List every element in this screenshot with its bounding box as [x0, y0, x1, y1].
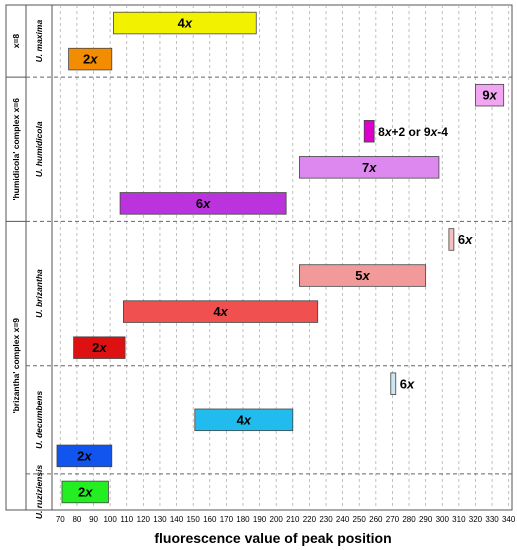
bar-uhumidicola-7x [299, 156, 440, 179]
x-tick-label: 120 [137, 515, 151, 524]
x-tick-label: 90 [89, 515, 98, 524]
x-tick-label: 80 [72, 515, 81, 524]
bar-uhumidicola-8x2or9x4 [363, 120, 375, 143]
bar-label: 4x [213, 304, 228, 319]
x-tick-label: 210 [286, 515, 300, 524]
x-tick-label: 140 [170, 515, 184, 524]
bar-label: 2x [78, 484, 93, 499]
x-tick-label: 260 [369, 515, 383, 524]
bar-label: 2x [92, 340, 107, 355]
bar-uhumidicola-6x [119, 192, 287, 215]
bar-label: 4x [178, 16, 193, 31]
bar-ubrizantha-2x [73, 336, 126, 359]
bar-label: 2x [77, 448, 92, 463]
bar-label: 6x [458, 232, 473, 247]
x-tick-label: 200 [270, 515, 284, 524]
group-label: 'brizantha' complex x=9 [11, 318, 21, 414]
x-tick-label: 300 [436, 515, 450, 524]
bar-label: 4x [237, 412, 252, 427]
x-tick-label: 340 [502, 515, 516, 524]
bar-umaxima-4x [113, 11, 257, 35]
species-label: U. brizantha [34, 269, 44, 318]
x-tick-label: 170 [220, 515, 234, 524]
bar-uhumidicola-9x [475, 83, 505, 107]
bar-uruziziensis-2x [61, 480, 109, 504]
x-tick-label: 180 [236, 515, 250, 524]
x-tick-label: 150 [186, 515, 200, 524]
bar-label: 6x [196, 196, 211, 211]
x-tick-label: 320 [469, 515, 483, 524]
group-label: 'humidicola' complex x=6 [11, 98, 21, 201]
x-tick-label: 100 [103, 515, 117, 524]
x-tick-label: 110 [120, 515, 133, 524]
x-tick-label: 290 [419, 515, 433, 524]
group-label: x=8 [11, 34, 21, 49]
species-label: U. humidicola [34, 121, 44, 177]
x-tick-label: 230 [319, 515, 333, 524]
x-axis-title: fluorescence value of peak position [154, 530, 391, 546]
x-tick-label: 160 [203, 515, 217, 524]
x-tick-label: 220 [303, 515, 317, 524]
x-tick-label: 330 [485, 515, 499, 524]
plot-frame [5, 4, 513, 511]
bar-label: 2x [83, 52, 98, 67]
bar-ubrizantha-5x [299, 264, 427, 287]
x-tick-label: 250 [353, 515, 367, 524]
bar-ubrizantha-4x [123, 300, 319, 323]
bar-label: 6x [400, 376, 415, 391]
bar-ubrizantha-6x [448, 228, 455, 251]
species-label: U. decumbens [34, 391, 44, 449]
x-tick-label: 270 [386, 515, 400, 524]
bar-udecumbens-2x [56, 444, 113, 468]
x-tick-label: 190 [253, 515, 267, 524]
bar-umaxima-2x [68, 47, 113, 71]
x-tick-label: 70 [56, 515, 65, 524]
species-label: U. ruziziensis [34, 465, 44, 520]
bar-label: 7x [362, 160, 377, 175]
x-tick-label: 240 [336, 515, 350, 524]
species-label: U. maxima [34, 20, 44, 63]
bar-udecumbens-4x [194, 408, 294, 432]
x-tick-label: 130 [153, 515, 167, 524]
bar-label: 5x [355, 268, 370, 283]
bar-label: 9x [482, 88, 497, 103]
bar-udecumbens-6x [390, 372, 397, 395]
x-tick-label: 280 [402, 515, 416, 524]
x-tick-label: 310 [452, 515, 466, 524]
bar-label: 8x+2 or 9x-4 [378, 125, 448, 139]
